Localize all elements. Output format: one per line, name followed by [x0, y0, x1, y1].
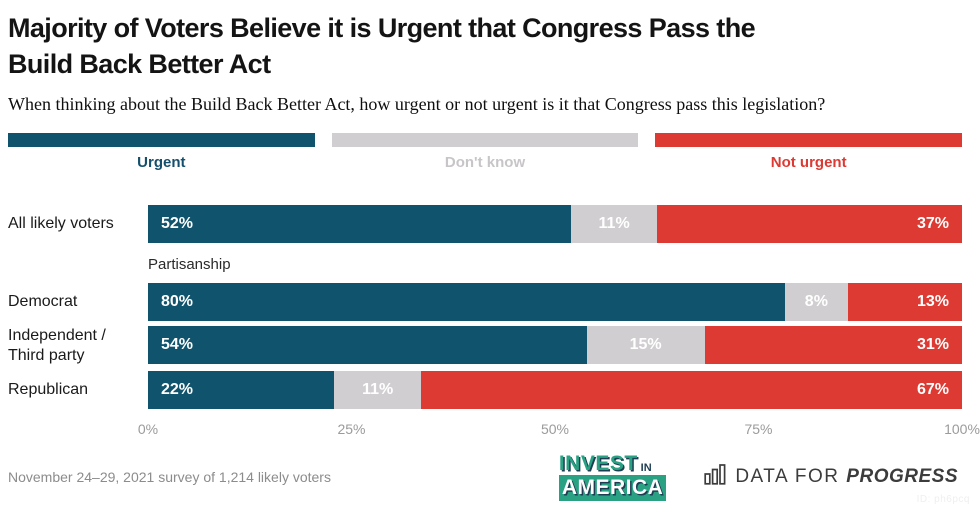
bar-segment-not-urgent: 67%: [421, 371, 962, 409]
bar-segment-not-urgent: 13%: [847, 283, 962, 321]
chart-title: Majority of Voters Believe it is Urgent …: [8, 10, 962, 82]
invest-in-america-logo: INVEST IN AMERICA: [558, 453, 667, 501]
bar-segment-urgent: 22%: [148, 371, 335, 409]
legend-label-not-urgent: Not urgent: [770, 154, 847, 171]
bar-row-republican: Republican 22% 11% 67%: [8, 371, 962, 409]
segment-value: 11%: [362, 381, 394, 398]
category-label: Independent / Third party: [8, 327, 106, 364]
segment-value: 11%: [598, 215, 630, 232]
segment-value: 15%: [629, 336, 662, 353]
segment-value: 13%: [916, 293, 949, 310]
group-label-partisanship: Partisanship: [148, 256, 231, 273]
legend-swatch-dont-know: [331, 133, 639, 147]
segment-value: 31%: [916, 336, 949, 353]
legend-swatch-urgent: [8, 133, 315, 147]
stacked-bar: 80% 8% 13%: [148, 283, 962, 321]
chart-title-line2: Build Back Better Act: [8, 49, 271, 79]
bar-row-all-likely-voters: All likely voters 52% 11% 37%: [8, 205, 963, 243]
bar-segment-dont-know: 8%: [785, 283, 848, 321]
bar-segment-dont-know: 15%: [586, 326, 705, 364]
bar-segment-dont-know: 11%: [334, 371, 422, 409]
invest-logo-top: INVEST IN: [559, 453, 667, 474]
legend-label-dont-know: Don't know: [444, 154, 526, 171]
segment-value: 80%: [161, 293, 194, 310]
bar-row-democrat: Democrat 80% 8% 13%: [8, 283, 962, 321]
bar-segment-urgent: 80%: [148, 283, 786, 321]
dfp-wordmark-bold: PROGRESS: [846, 466, 958, 487]
bar-segment-urgent: 52%: [148, 205, 571, 243]
segment-value: 37%: [916, 215, 950, 232]
dfp-wordmark: DATA FOR PROGRESS: [735, 466, 958, 488]
bar-chart: All likely voters 52% 11% 37% Partisansh…: [8, 205, 980, 437]
segment-value: 52%: [161, 215, 194, 232]
x-axis-tick: 75%: [744, 421, 773, 437]
bar-segment-not-urgent: 31%: [704, 326, 962, 364]
x-axis-tick: 50%: [540, 421, 570, 437]
footer: November 24–29, 2021 survey of 1,214 lik…: [8, 453, 962, 501]
segment-value: 54%: [161, 336, 194, 353]
stacked-bar: 52% 11% 37%: [148, 205, 963, 243]
watermark-id: ID: ph6pcq: [916, 494, 970, 505]
bar-segment-dont-know: 11%: [570, 205, 658, 243]
logos: INVEST IN AMERICA DATA FOR PROGRESS: [558, 453, 962, 501]
category-label: Republican: [8, 381, 89, 398]
invest-logo-in: IN: [640, 462, 652, 474]
category-label: All likely voters: [8, 215, 114, 232]
chart-title-line1: Majority of Voters Believe it is Urgent …: [8, 13, 756, 43]
bar-segment-urgent: 54%: [148, 326, 587, 364]
invest-logo-america: AMERICA: [558, 475, 667, 501]
dfp-wordmark-regular: DATA FOR: [735, 466, 840, 487]
category-label: Democrat: [8, 293, 78, 310]
chart-subtitle: When thinking about the Build Back Bette…: [8, 94, 826, 114]
x-axis: 0% 25% 50% 75% 100%: [138, 421, 980, 437]
stacked-bar: 54% 15% 31%: [148, 326, 962, 364]
legend-swatch-not-urgent: [655, 133, 963, 147]
invest-logo-word: INVEST: [558, 452, 638, 475]
segment-value: 8%: [804, 293, 828, 310]
bar-chart-icon: [704, 464, 727, 490]
bar-segment-not-urgent: 37%: [657, 205, 963, 243]
data-for-progress-logo: DATA FOR PROGRESS: [704, 464, 958, 490]
bar-row-independent-third-party: Independent / Third party 54% 15% 31%: [8, 326, 962, 366]
x-axis-tick: 0%: [137, 421, 159, 437]
legend-label-urgent: Urgent: [137, 154, 186, 171]
legend: Urgent Don't know Not urgent: [8, 133, 963, 171]
x-axis-tick: 100%: [944, 421, 980, 437]
x-axis-tick: 25%: [337, 421, 366, 437]
survey-note: November 24–29, 2021 survey of 1,214 lik…: [8, 469, 331, 485]
legend-item-urgent: Urgent: [8, 133, 315, 171]
stacked-bar: 22% 11% 67%: [148, 371, 962, 409]
segment-value: 22%: [161, 381, 194, 398]
segment-value: 67%: [916, 381, 949, 398]
legend-item-not-urgent: Not urgent: [655, 133, 963, 171]
legend-item-dont-know: Don't know: [331, 133, 639, 171]
